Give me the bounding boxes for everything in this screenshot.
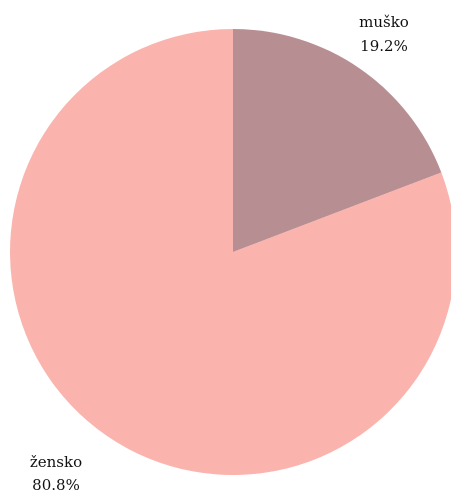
pie-slices [10, 29, 451, 475]
pie-slice-1 [10, 29, 451, 475]
slice-label-zensko: žensko [30, 453, 82, 471]
slice-label-musko: muško [359, 13, 409, 31]
slice-value-musko: 19.2% [360, 37, 408, 55]
pie-labels: muško 19.2% žensko 80.8% [30, 13, 409, 492]
pie-slice-0 [233, 29, 442, 252]
slice-value-zensko: 80.8% [32, 476, 80, 492]
